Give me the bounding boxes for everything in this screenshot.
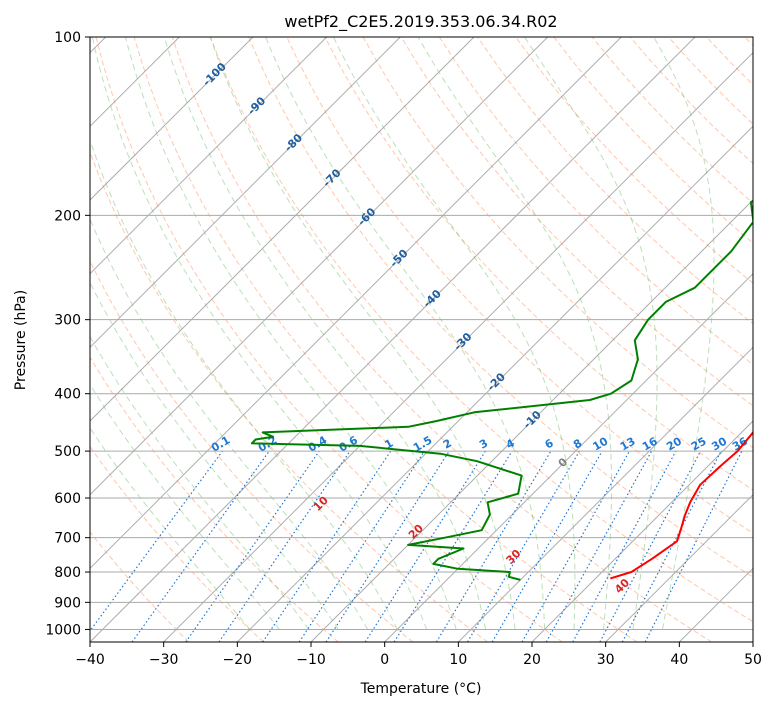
- x-tick-label: 30: [597, 652, 615, 668]
- mixing-ratio-line: [545, 450, 653, 642]
- dry-adiabat-line: [133, 37, 638, 642]
- moist-adiabat-line: [653, 37, 715, 630]
- dry-adiabat-line: [400, 37, 753, 407]
- x-tick-label: −20: [223, 652, 253, 668]
- y-tick-label: 200: [54, 208, 81, 224]
- dry-adiabat-line: [171, 37, 712, 642]
- dry-adiabat-line: [515, 37, 753, 284]
- plot-frame: [89, 36, 754, 643]
- x-tick-label: 10: [449, 652, 467, 668]
- isotherm-line: [163, 51, 753, 642]
- mixing-ratio-line: [435, 450, 552, 642]
- isotherm-line: [90, 37, 401, 349]
- x-axis-title: Temperature (°C): [360, 681, 482, 697]
- moist-adiabat-line: [524, 37, 658, 630]
- dry-adiabat-line: [95, 37, 563, 642]
- isotherm-line: [531, 420, 753, 642]
- mixing-ratio-line: [185, 450, 320, 642]
- y-axis-title: Pressure (hPa): [13, 290, 29, 390]
- isotherm-line: [90, 37, 549, 496]
- dry-adiabat-line: [324, 37, 753, 491]
- x-tick-label: 0: [380, 652, 389, 668]
- moist-adiabat-line: [91, 37, 428, 630]
- moist-adiabat-line: [90, 138, 398, 630]
- mixing-ratio-line: [218, 450, 351, 642]
- moist-adiabat-line: [90, 217, 369, 630]
- moist-adiabat-line: [417, 37, 612, 630]
- moist-adiabat-line: [90, 335, 310, 630]
- isotherm-line: [236, 125, 753, 642]
- x-tick-label: −40: [75, 652, 105, 668]
- mixing-ratio-line: [325, 450, 450, 642]
- x-tick-label: 40: [670, 652, 688, 668]
- dry-adiabat-line: [90, 356, 339, 642]
- dry-adiabat-line: [438, 37, 753, 366]
- y-tick-label: 300: [54, 313, 81, 329]
- dry-adiabat-line: [90, 150, 488, 642]
- y-tick-label: 500: [54, 444, 81, 460]
- isotherm-line: [310, 199, 753, 642]
- moist-adiabat-line: [90, 383, 280, 630]
- moist-adiabat-line: [332, 37, 576, 630]
- mixing-ratio-line: [521, 450, 631, 642]
- x-tick-label: 20: [523, 652, 541, 668]
- background-lines: [90, 37, 753, 642]
- isotherm-line: [90, 37, 475, 422]
- dry-adiabat-line: [90, 445, 264, 642]
- dry-adiabat-line: [210, 37, 753, 623]
- mixing-ratio-line: [572, 450, 677, 642]
- y-tick-label: 700: [54, 531, 81, 547]
- moist-adiabat-line: [209, 37, 516, 630]
- y-tick-label: 800: [54, 565, 81, 581]
- x-axis: −40 −30 −20 −10 0 10 20 30 40 50: [75, 642, 762, 668]
- isotherm-line: [384, 272, 753, 642]
- y-axis: 100 200 300 400 500 600 700 800 900 1000: [45, 30, 90, 638]
- isotherm-line: [90, 37, 328, 275]
- isotherm-line: [90, 37, 696, 642]
- dry-adiabat-line: [90, 531, 190, 642]
- isotherm-line: [457, 346, 753, 642]
- moist-adiabat-line: [90, 281, 339, 630]
- x-tick-label: 50: [744, 652, 762, 668]
- moist-adiabat-line: [125, 37, 457, 630]
- isotherm-line: [90, 37, 254, 201]
- x-tick-label: −10: [296, 652, 326, 668]
- y-tick-label: 900: [54, 595, 81, 611]
- isotherm-line: [90, 37, 622, 570]
- y-tick-label: 400: [54, 387, 81, 403]
- dry-adiabat-line: [248, 37, 753, 578]
- y-tick-label: 100: [54, 30, 81, 46]
- isotherm-line: [605, 493, 753, 642]
- y-tick-label: 600: [54, 491, 81, 507]
- y-tick-label: 1000: [45, 622, 81, 638]
- x-tick-label: −30: [149, 652, 179, 668]
- mixing-ratio-line: [491, 450, 603, 642]
- moist-adiabat-line: [90, 427, 251, 630]
- chart-title: wetPf2_C2E5.2019.353.06.34.R02: [284, 12, 557, 32]
- moist-adiabat-line: [163, 37, 487, 630]
- mixing-ratio-line: [393, 450, 513, 642]
- mixing-ratio-line: [466, 450, 580, 642]
- temperature-profile: [610, 430, 753, 580]
- pressure-gridlines: [90, 37, 753, 630]
